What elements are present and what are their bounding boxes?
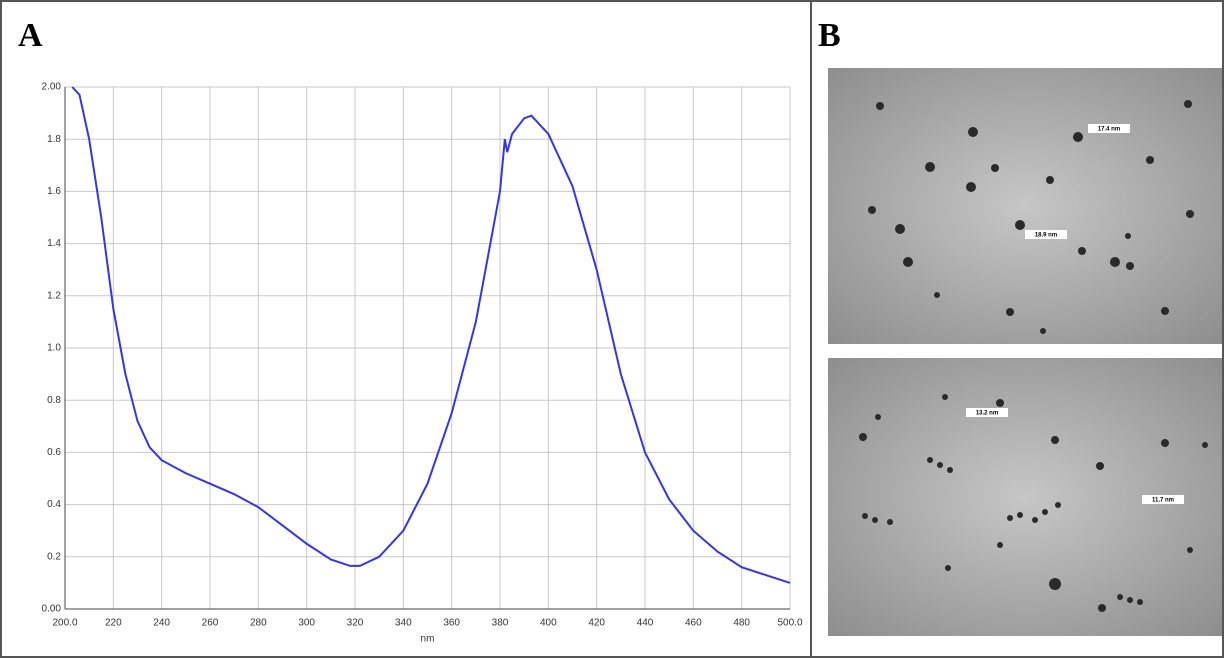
- plot: 0.00 0.2 0.4 0.6 0.8 1.0 1.2 1.4 1.6 1.8 2.00 200.0…: [42, 82, 803, 645]
- y-tick-label: 0.8: [47, 395, 61, 406]
- scale-box: [1025, 230, 1067, 239]
- scale-label: 13.2 nm: [976, 411, 998, 417]
- scale-box: [966, 408, 1008, 417]
- x-tick-label: 360: [443, 618, 460, 629]
- y-tick-label: 1.6: [47, 186, 61, 197]
- tem-background: [828, 68, 1222, 344]
- x-tick-label: 460: [685, 618, 702, 629]
- particles: [868, 100, 1194, 334]
- scale-box: [1142, 495, 1184, 504]
- x-tick-label: 400: [540, 618, 557, 629]
- tem-image: 17.4 nm 18.9 nm: [828, 68, 1222, 344]
- x-axis-label: nm: [421, 634, 435, 645]
- x-tick-label: 420: [588, 618, 605, 629]
- y-tick-label: 1.0: [47, 343, 61, 354]
- tem-image: 13.2 nm 11.7 nm: [828, 358, 1222, 636]
- x-tick-label: 340: [395, 618, 412, 629]
- x-tick-label: 260: [202, 618, 219, 629]
- y-tick-label: 1.4: [47, 238, 61, 249]
- x-tick-label: 440: [637, 618, 654, 629]
- y-tick-label: 0.00: [42, 604, 62, 615]
- x-tick-label: 240: [153, 618, 170, 629]
- x-tick-label: 280: [250, 618, 267, 629]
- y-tick-label: 0.2: [47, 551, 61, 562]
- y-tick-label: 1.2: [47, 290, 61, 301]
- y-tick-label: 1.8: [47, 134, 61, 145]
- x-tick-label: 500.0: [777, 618, 802, 629]
- panel-label: A: [18, 17, 43, 54]
- x-tick-label: 300: [298, 618, 315, 629]
- x-tick-label: 200.0: [52, 618, 77, 629]
- scale-label: 17.4 nm: [1098, 127, 1120, 133]
- particles: [859, 394, 1208, 612]
- y-tick-label: 0.4: [47, 499, 61, 510]
- scale-label: 11.7 nm: [1152, 498, 1174, 504]
- scale-label: 18.9 nm: [1035, 233, 1057, 239]
- data-line: [71, 86, 791, 584]
- panel-label: B: [818, 17, 841, 54]
- scale-box: [1088, 124, 1130, 133]
- x-tick-label: 220: [105, 618, 122, 629]
- y-tick-label: 2.00: [42, 82, 62, 93]
- x-tick-label: 380: [492, 618, 509, 629]
- y-tick-label: 0.6: [47, 447, 61, 458]
- x-tick-label: 480: [733, 618, 750, 629]
- x-tick-label: 320: [347, 618, 364, 629]
